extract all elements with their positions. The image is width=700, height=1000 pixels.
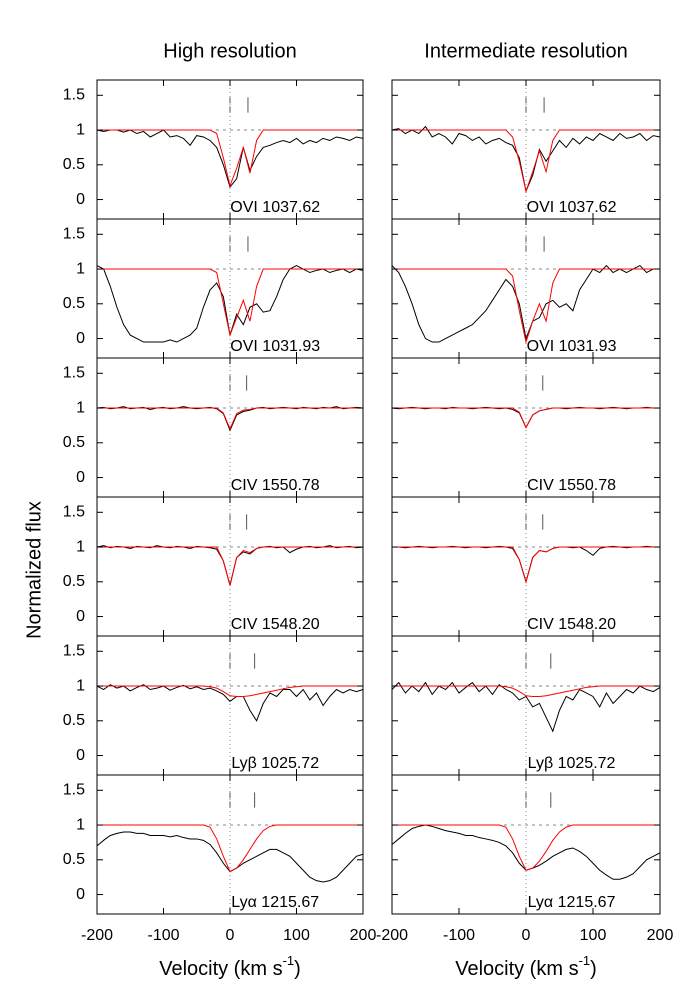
- panel-label: Lyα 1215.67: [528, 894, 616, 911]
- panel-label: Lyα 1215.67: [231, 894, 319, 911]
- spectrum-line: [96, 129, 364, 189]
- x-axis-label: Velocity (km s-1): [159, 953, 301, 980]
- x-tick-label: -200: [376, 927, 408, 944]
- x-axis-label-suffix: ): [294, 958, 301, 980]
- spectrum-line: [97, 546, 363, 586]
- y-tick-label: 0: [76, 191, 85, 208]
- y-tick-label: 1.5: [63, 87, 85, 104]
- panel-label: Lyβ 1025.72: [231, 755, 319, 772]
- y-tick-label: 1: [76, 816, 85, 833]
- y-tick-label: 1: [76, 399, 85, 416]
- y-tick-label: 1.5: [63, 643, 85, 660]
- x-tick-label: 200: [647, 927, 674, 944]
- spectrum-line: [392, 546, 660, 584]
- spectrum-line: [97, 685, 363, 697]
- y-tick-label: 0.5: [63, 712, 85, 729]
- spectrum-line: [392, 407, 660, 429]
- y-tick-label: 0: [76, 330, 85, 347]
- spectrum-line: [392, 268, 660, 344]
- y-tick-label: 1.5: [63, 226, 85, 243]
- panel-label: CIV 1548.20: [231, 616, 320, 633]
- y-tick-label: 1: [76, 260, 85, 277]
- spectrum-line: [391, 681, 661, 733]
- spectrum-line: [97, 407, 363, 431]
- panel-label: CIV 1548.20: [527, 616, 616, 633]
- panel-label: OVI 1031.93: [527, 338, 617, 355]
- x-tick-label: 100: [283, 927, 310, 944]
- y-tick-label: 0: [76, 608, 85, 625]
- panel-label: Lyβ 1025.72: [528, 755, 616, 772]
- y-tick-label: 0.5: [63, 295, 85, 312]
- y-tick-label: 1.5: [63, 782, 85, 799]
- x-axis-label: Velocity (km s-1): [455, 953, 597, 980]
- y-tick-label: 0: [76, 469, 85, 486]
- y-tick-label: 0.5: [63, 434, 85, 451]
- y-tick-label: 1: [76, 121, 85, 138]
- spectrum-line: [97, 129, 363, 188]
- spectrum-line: [392, 545, 660, 584]
- x-axis-label-suffix: ): [590, 958, 597, 980]
- x-tick-label: -200: [81, 927, 113, 944]
- spectrum-line: [96, 684, 364, 722]
- y-tick-label: 0: [76, 886, 85, 903]
- spectrum-line: [391, 264, 660, 343]
- y-tick-label: 1: [76, 677, 85, 694]
- x-tick-label: 100: [580, 927, 607, 944]
- panel-label: CIV 1550.78: [231, 477, 320, 494]
- x-axis-label-sup: -1: [283, 953, 295, 968]
- x-axis-label-text: Velocity (km s: [159, 958, 282, 980]
- spectrum-line: [97, 268, 363, 337]
- column-title: Intermediate resolution: [424, 40, 627, 62]
- y-tick-label: 0: [76, 747, 85, 764]
- spectrum-line: [392, 129, 660, 194]
- y-axis-label: Normalized flux: [23, 501, 45, 639]
- spectrum-line: [392, 824, 660, 871]
- y-tick-label: 0.5: [63, 573, 85, 590]
- x-tick-label: -100: [443, 927, 475, 944]
- panel-label: OVI 1037.62: [527, 199, 617, 216]
- column-title: High resolution: [163, 40, 296, 62]
- panel-label: OVI 1031.93: [230, 338, 320, 355]
- y-tick-label: 1.5: [63, 365, 85, 382]
- x-axis-label-text: Velocity (km s: [455, 958, 578, 980]
- spectrum-line: [97, 824, 363, 873]
- x-tick-label: 0: [522, 927, 531, 944]
- spectrum-line: [392, 685, 660, 697]
- y-tick-label: 0.5: [63, 851, 85, 868]
- x-tick-label: -100: [147, 927, 179, 944]
- y-tick-label: 1: [76, 538, 85, 555]
- x-tick-label: 0: [226, 927, 235, 944]
- panel-label: OVI 1037.62: [230, 199, 320, 216]
- panel-label: CIV 1550.78: [527, 477, 616, 494]
- y-tick-label: 1.5: [63, 504, 85, 521]
- y-tick-label: 0.5: [63, 156, 85, 173]
- x-axis-label-sup: -1: [579, 953, 591, 968]
- x-tick-label: 200: [350, 927, 377, 944]
